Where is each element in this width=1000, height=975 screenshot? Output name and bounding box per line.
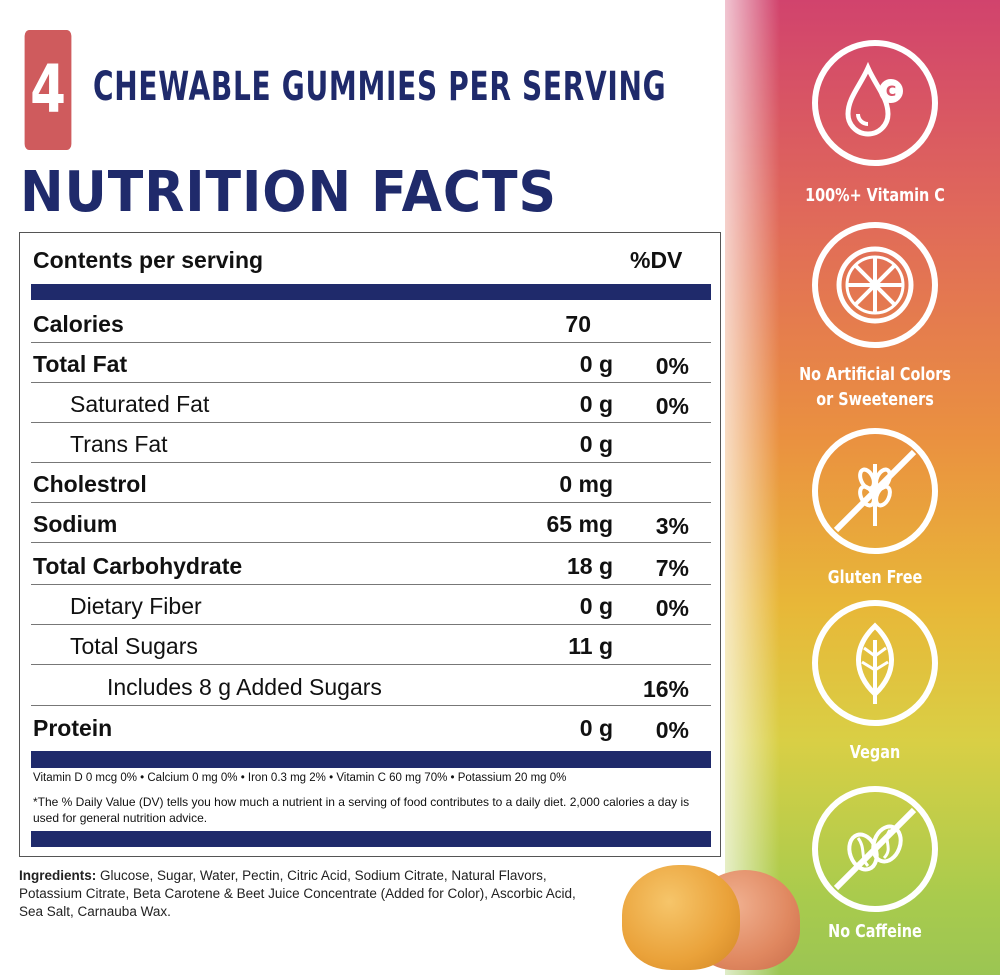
badge-label-gluten-free: Gluten Free bbox=[827, 567, 923, 588]
row-amount: 65 mg bbox=[546, 511, 613, 537]
nutrition-facts-table: Contents per serving %DV Calories 70 Tot… bbox=[19, 232, 721, 857]
row-amount: 18 g bbox=[566, 553, 613, 579]
row-label: Total Fat bbox=[33, 351, 128, 377]
table-row: Total Fat 0 g 0% bbox=[31, 343, 711, 383]
badge-label-line2: or Sweeteners bbox=[816, 389, 934, 410]
thick-divider bbox=[31, 751, 711, 768]
ingredients-list: Glucose, Sugar, Water, Pectin, Citric Ac… bbox=[19, 868, 576, 919]
panel-fade bbox=[700, 0, 780, 975]
thick-divider bbox=[31, 284, 711, 300]
contents-per-serving-label: Contents per serving bbox=[33, 247, 264, 273]
row-amount: 0 g bbox=[579, 715, 613, 741]
row-label: Trans Fat bbox=[70, 431, 168, 457]
thick-divider bbox=[31, 831, 711, 847]
nutrition-facts-title: NUTRITION FACTS bbox=[20, 160, 557, 225]
daily-value-footnote: *The % Daily Value (DV) tells you how mu… bbox=[33, 795, 690, 825]
table-row: Trans Fat 0 g bbox=[31, 423, 711, 463]
badge-label-vegan: Vegan bbox=[849, 742, 901, 763]
row-amount: 0 g bbox=[579, 431, 613, 457]
row-label: Sodium bbox=[33, 511, 118, 537]
vitamin-c-drop-icon: C bbox=[812, 40, 938, 166]
table-row: Saturated Fat 0 g 0% bbox=[31, 383, 711, 423]
row-label: Total Carbohydrate bbox=[33, 553, 243, 579]
serving-number-badge: 4 bbox=[24, 30, 72, 150]
badge-label-line1: No Artificial Colors bbox=[799, 364, 951, 385]
ingredients-text: Ingredients: Glucose, Sugar, Water, Pect… bbox=[19, 867, 599, 921]
gummy-orange-image bbox=[622, 865, 740, 970]
row-label: Calories bbox=[33, 311, 124, 337]
badge-label-no-artificial: No Artificial Colors or Sweeteners bbox=[783, 362, 967, 412]
badge-label-no-caffeine: No Caffeine bbox=[828, 921, 922, 942]
orange-slice-icon bbox=[812, 222, 938, 348]
leaf-icon bbox=[812, 600, 938, 726]
row-dv: 0% bbox=[655, 717, 689, 743]
row-label: Dietary Fiber bbox=[70, 593, 202, 619]
row-dv: 0% bbox=[655, 393, 689, 419]
vitamins-line: Vitamin D 0 mcg 0% • Calcium 0 mg 0% • I… bbox=[33, 772, 567, 784]
row-label: Saturated Fat bbox=[70, 391, 210, 417]
badge-label-vitamin-c: 100%+ Vitamin C bbox=[805, 185, 945, 206]
row-label: Includes 8 g Added Sugars bbox=[107, 674, 382, 700]
dv-header: %DV bbox=[630, 247, 683, 273]
table-row: Includes 8 g Added Sugars 16% bbox=[31, 666, 711, 706]
no-coffee-bean-icon bbox=[812, 786, 938, 912]
svg-text:C: C bbox=[886, 84, 896, 100]
row-label: Total Sugars bbox=[70, 633, 198, 659]
table-row: Total Carbohydrate 18 g 7% bbox=[31, 545, 711, 585]
row-amount: 0 g bbox=[579, 391, 613, 417]
row-dv: 0% bbox=[655, 353, 689, 379]
row-dv: 7% bbox=[655, 555, 689, 581]
row-amount: 70 bbox=[565, 311, 591, 337]
table-row: Sodium 65 mg 3% bbox=[31, 503, 711, 543]
row-dv: 16% bbox=[642, 676, 689, 702]
row-amount: 11 g bbox=[568, 633, 613, 659]
table-row: Total Sugars 11 g bbox=[31, 625, 711, 665]
serving-title: CHEWABLE GUMMIES PER SERVING bbox=[93, 64, 667, 110]
row-amount: 0 g bbox=[579, 351, 613, 377]
row-amount: 0 g bbox=[579, 593, 613, 619]
table-row: Calories 70 bbox=[31, 303, 711, 343]
table-row: Dietary Fiber 0 g 0% bbox=[31, 585, 711, 625]
no-wheat-icon bbox=[812, 428, 938, 554]
row-label: Protein bbox=[33, 715, 113, 741]
table-row: Cholestrol 0 mg bbox=[31, 463, 711, 503]
row-dv: 3% bbox=[655, 513, 689, 539]
table-row: Protein 0 g 0% bbox=[31, 707, 711, 747]
row-dv: 0% bbox=[655, 595, 689, 621]
row-label: Cholestrol bbox=[33, 471, 147, 497]
row-amount: 0 mg bbox=[559, 471, 613, 497]
ingredients-label: Ingredients: bbox=[19, 868, 97, 883]
